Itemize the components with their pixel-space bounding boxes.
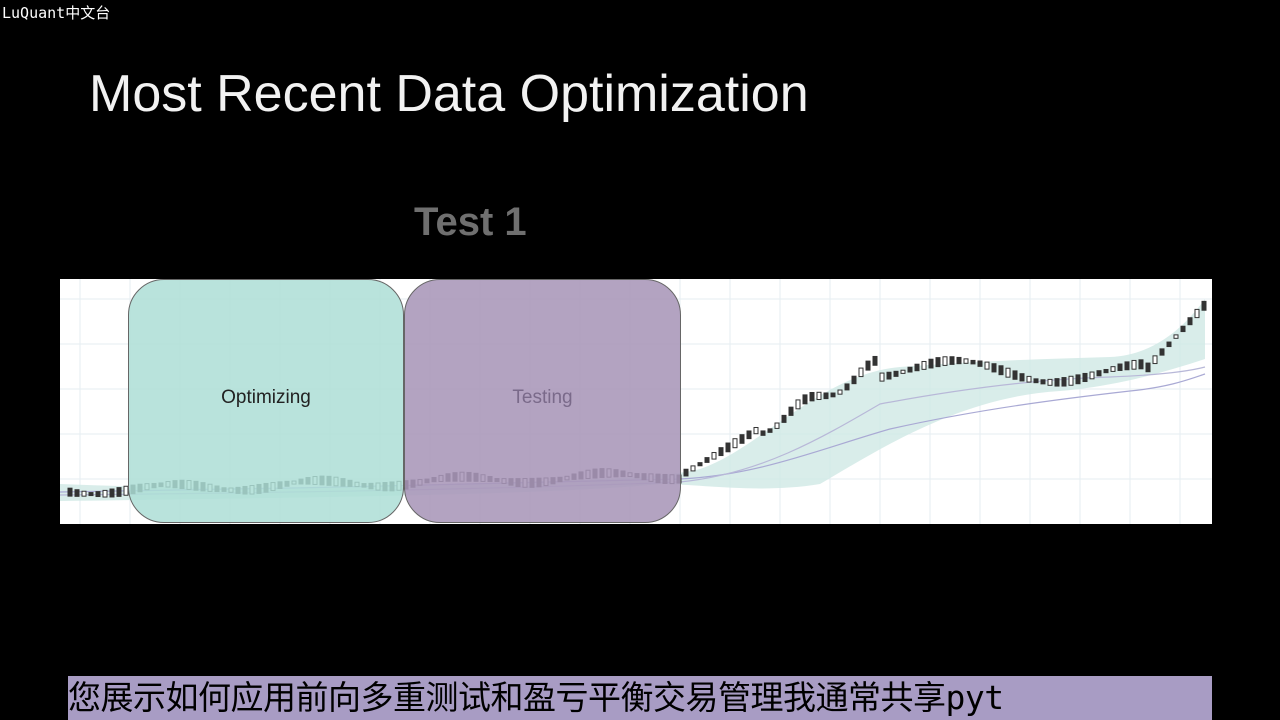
candlestick bbox=[718, 447, 724, 457]
candlestick bbox=[1166, 341, 1172, 348]
candlestick bbox=[74, 489, 80, 497]
candlestick bbox=[788, 406, 794, 416]
candlestick bbox=[753, 426, 759, 435]
candlestick bbox=[1033, 378, 1039, 384]
candlestick bbox=[977, 360, 983, 367]
candlestick bbox=[1040, 379, 1046, 385]
testing-label: Testing bbox=[512, 387, 573, 408]
candlestick bbox=[67, 487, 73, 497]
candlestick bbox=[1047, 378, 1053, 386]
candlestick bbox=[914, 363, 920, 372]
candlestick bbox=[872, 355, 878, 366]
candlestick bbox=[1145, 362, 1151, 373]
optimizing-window: Optimizing bbox=[128, 279, 404, 523]
candlestick bbox=[1159, 348, 1165, 356]
watermark: LuQuant中文台 bbox=[2, 4, 111, 22]
candlestick bbox=[81, 490, 87, 497]
candlestick bbox=[949, 356, 955, 365]
candlestick bbox=[1019, 373, 1025, 382]
candlestick bbox=[725, 442, 731, 453]
candlestick bbox=[690, 465, 696, 472]
candlestick bbox=[837, 389, 843, 395]
candlestick bbox=[760, 430, 766, 436]
candlestick bbox=[1117, 363, 1123, 371]
candlestick bbox=[1138, 359, 1144, 370]
candlestick bbox=[95, 491, 101, 498]
candlestick bbox=[1026, 375, 1032, 383]
candlestick bbox=[907, 366, 913, 373]
candlestick bbox=[809, 391, 815, 402]
indicator-band bbox=[60, 299, 1205, 501]
candlestick bbox=[851, 375, 857, 385]
candlestick bbox=[956, 356, 962, 365]
candlestick bbox=[1075, 374, 1081, 385]
candlestick bbox=[1054, 378, 1060, 387]
candlestick bbox=[1110, 366, 1116, 372]
candlestick bbox=[711, 452, 717, 460]
candlestick bbox=[781, 414, 787, 423]
candlestick bbox=[704, 457, 710, 463]
candlestick bbox=[1005, 367, 1011, 378]
candlestick bbox=[795, 399, 801, 410]
candlestick bbox=[739, 434, 745, 444]
candlestick bbox=[774, 422, 780, 429]
candlestick bbox=[1131, 359, 1137, 370]
candlestick bbox=[1068, 375, 1074, 386]
candlestick bbox=[998, 365, 1004, 376]
candlestick bbox=[109, 488, 115, 498]
candlestick bbox=[1096, 370, 1102, 377]
candlestick bbox=[1187, 317, 1193, 326]
candlestick bbox=[1201, 300, 1207, 311]
candlestick bbox=[1173, 334, 1179, 339]
candlestick bbox=[970, 359, 976, 365]
candlestick bbox=[893, 370, 899, 377]
candlestick bbox=[116, 487, 122, 497]
candlestick bbox=[1124, 361, 1130, 371]
candlestick bbox=[732, 438, 738, 449]
candlestick bbox=[697, 462, 703, 467]
candlestick bbox=[802, 394, 808, 405]
candlestick bbox=[823, 392, 829, 400]
candlestick bbox=[928, 358, 934, 369]
candlestick bbox=[1082, 372, 1088, 383]
candlestick bbox=[1012, 370, 1018, 380]
candlestick bbox=[683, 468, 689, 477]
candlestick bbox=[858, 367, 864, 378]
candlestick bbox=[942, 356, 948, 366]
candlestick bbox=[844, 383, 850, 391]
candlestick bbox=[88, 492, 94, 497]
candlestick bbox=[935, 357, 941, 368]
candlestick bbox=[991, 363, 997, 373]
subtitle-caption: 您展示如何应用前向多重测试和盈亏平衡交易管理我通常共享pyt bbox=[68, 676, 1212, 720]
candlestick bbox=[830, 392, 836, 398]
testing-window: Testing bbox=[404, 279, 681, 523]
candlestick bbox=[900, 369, 906, 374]
candlestick bbox=[816, 391, 822, 401]
candlestick bbox=[1194, 308, 1200, 319]
slide-title: Most Recent Data Optimization bbox=[89, 65, 809, 123]
candlestick bbox=[984, 361, 990, 370]
candlestick bbox=[1180, 325, 1186, 333]
candlestick bbox=[921, 360, 927, 370]
candlestick bbox=[886, 371, 892, 380]
candlestick bbox=[746, 430, 752, 440]
candlestick bbox=[879, 372, 885, 382]
candlestick bbox=[1061, 377, 1067, 387]
candlestick bbox=[1103, 368, 1109, 374]
candlestick bbox=[767, 428, 773, 433]
candlestick bbox=[865, 360, 871, 371]
candlestick bbox=[963, 358, 969, 364]
candlestick bbox=[1152, 355, 1158, 365]
optimizing-label: Optimizing bbox=[221, 387, 311, 408]
candlestick bbox=[1089, 371, 1095, 380]
candlestick bbox=[102, 489, 108, 498]
price-chart-panel: Optimizing Testing bbox=[60, 279, 1212, 524]
test-heading: Test 1 bbox=[414, 200, 527, 244]
